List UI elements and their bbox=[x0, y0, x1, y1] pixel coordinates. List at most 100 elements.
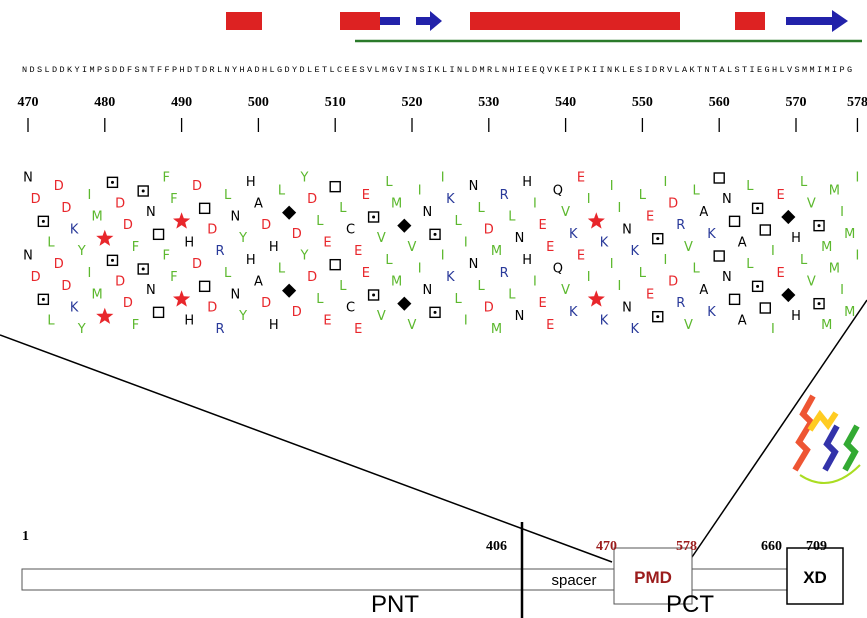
structure-icon bbox=[795, 396, 860, 483]
hca-residue: I bbox=[441, 249, 445, 264]
serine-dot bbox=[142, 190, 145, 193]
residue-letter: L bbox=[217, 65, 222, 75]
hca-residue: M bbox=[491, 244, 502, 259]
residue-letter: K bbox=[67, 65, 73, 75]
residue-letter: V bbox=[397, 65, 403, 75]
residue-letter: L bbox=[675, 65, 680, 75]
serine-dot bbox=[756, 207, 759, 210]
residue-letter: E bbox=[757, 65, 762, 75]
residue-letter: G bbox=[390, 65, 395, 75]
residue-letter: L bbox=[442, 65, 447, 75]
residue-letter: I bbox=[817, 65, 822, 75]
spacer-label: spacer bbox=[551, 572, 596, 589]
hca-residue: H bbox=[522, 175, 532, 190]
residue-letter: Y bbox=[292, 65, 297, 75]
residue-letter: G bbox=[765, 65, 770, 75]
threonine-square bbox=[714, 173, 724, 183]
hca-residue: D bbox=[115, 197, 125, 212]
position: 578 bbox=[676, 539, 697, 554]
hca-residue: D bbox=[115, 275, 125, 290]
hca-residue: K bbox=[569, 227, 578, 242]
hca-residue: V bbox=[561, 283, 570, 298]
threonine-square bbox=[154, 307, 164, 317]
hca-residue: E bbox=[777, 266, 785, 281]
hca-residue: C bbox=[346, 223, 355, 238]
protein-bar bbox=[22, 569, 614, 590]
hca-residue: L bbox=[339, 201, 347, 216]
hca-residue: I bbox=[617, 201, 621, 216]
residue-letter: G bbox=[277, 65, 282, 75]
hca-residue: L bbox=[746, 257, 754, 272]
proline-star bbox=[588, 290, 605, 306]
residue-letter: L bbox=[270, 65, 275, 75]
residue-letter: V bbox=[367, 65, 373, 75]
hca-residue: L bbox=[639, 266, 647, 281]
serine-dot bbox=[111, 181, 114, 184]
residue-letter: A bbox=[720, 65, 726, 75]
residue-letter: P bbox=[97, 65, 102, 75]
residue-letter: E bbox=[630, 65, 635, 75]
residue-letter: T bbox=[697, 65, 702, 75]
hca-residue: R bbox=[676, 296, 685, 311]
threonine-square bbox=[760, 225, 770, 235]
hca-residue: R bbox=[500, 266, 509, 281]
residue-letter: I bbox=[517, 65, 522, 75]
tick-label: 470 bbox=[18, 95, 39, 110]
residue-letter: T bbox=[195, 65, 200, 75]
hca-residue: H bbox=[184, 236, 194, 251]
proline-star bbox=[588, 212, 605, 228]
residue-letter: T bbox=[322, 65, 327, 75]
tick-label: 570 bbox=[786, 95, 807, 110]
residue-letter: A bbox=[682, 65, 688, 75]
hca-residue: I bbox=[610, 179, 614, 194]
hca-residue: V bbox=[377, 309, 386, 324]
hca-residue: Q bbox=[553, 262, 563, 277]
serine-dot bbox=[756, 285, 759, 288]
hca-residue: D bbox=[31, 192, 41, 207]
residue-letter: D bbox=[300, 65, 305, 75]
residue-letter: Y bbox=[232, 65, 237, 75]
residue-letter: Q bbox=[540, 65, 545, 75]
residue-letter: L bbox=[495, 65, 500, 75]
residue-letter: M bbox=[802, 65, 807, 75]
hca-residue: E bbox=[646, 210, 654, 225]
residue-letter: I bbox=[82, 65, 87, 75]
zoom-line bbox=[690, 300, 867, 560]
glycine-diamond bbox=[282, 206, 296, 220]
secondary-structure bbox=[226, 10, 862, 41]
hca-residue: A bbox=[738, 314, 747, 329]
residue-letter: D bbox=[187, 65, 192, 75]
residue-letter: F bbox=[127, 65, 132, 75]
residue-letter: S bbox=[637, 65, 642, 75]
hca-residue: K bbox=[630, 244, 639, 259]
hca-residue: F bbox=[162, 249, 169, 264]
tick-label: 550 bbox=[632, 95, 653, 110]
hca-residue: F bbox=[132, 318, 139, 333]
residue-letter: D bbox=[52, 65, 57, 75]
serine-dot bbox=[656, 237, 659, 240]
hca-residue: N bbox=[230, 210, 240, 225]
residue-letter: P bbox=[172, 65, 177, 75]
hca-residue: H bbox=[246, 175, 256, 190]
strand bbox=[416, 11, 442, 31]
residue-letter: N bbox=[142, 65, 147, 75]
tick-label: 520 bbox=[402, 95, 423, 110]
residue-letter: D bbox=[472, 65, 477, 75]
hca-residue: E bbox=[323, 236, 331, 251]
hca-residue: D bbox=[123, 296, 133, 311]
zoom-line bbox=[0, 335, 612, 562]
hca-residue: D bbox=[484, 223, 494, 238]
hca-residue: L bbox=[454, 214, 462, 229]
hca-residue: M bbox=[391, 275, 402, 290]
hca-residue: N bbox=[422, 205, 432, 220]
residue-letter: N bbox=[502, 65, 507, 75]
hca-residue: I bbox=[664, 175, 668, 190]
hca-residue: L bbox=[477, 201, 485, 216]
residue-letter: I bbox=[570, 65, 575, 75]
hca-residue: L bbox=[693, 184, 701, 199]
xd-label: XD bbox=[803, 568, 827, 587]
hca-residue: N bbox=[722, 270, 732, 285]
hca-residue: L bbox=[385, 175, 393, 190]
serine-dot bbox=[818, 224, 821, 227]
threonine-square bbox=[714, 251, 724, 261]
